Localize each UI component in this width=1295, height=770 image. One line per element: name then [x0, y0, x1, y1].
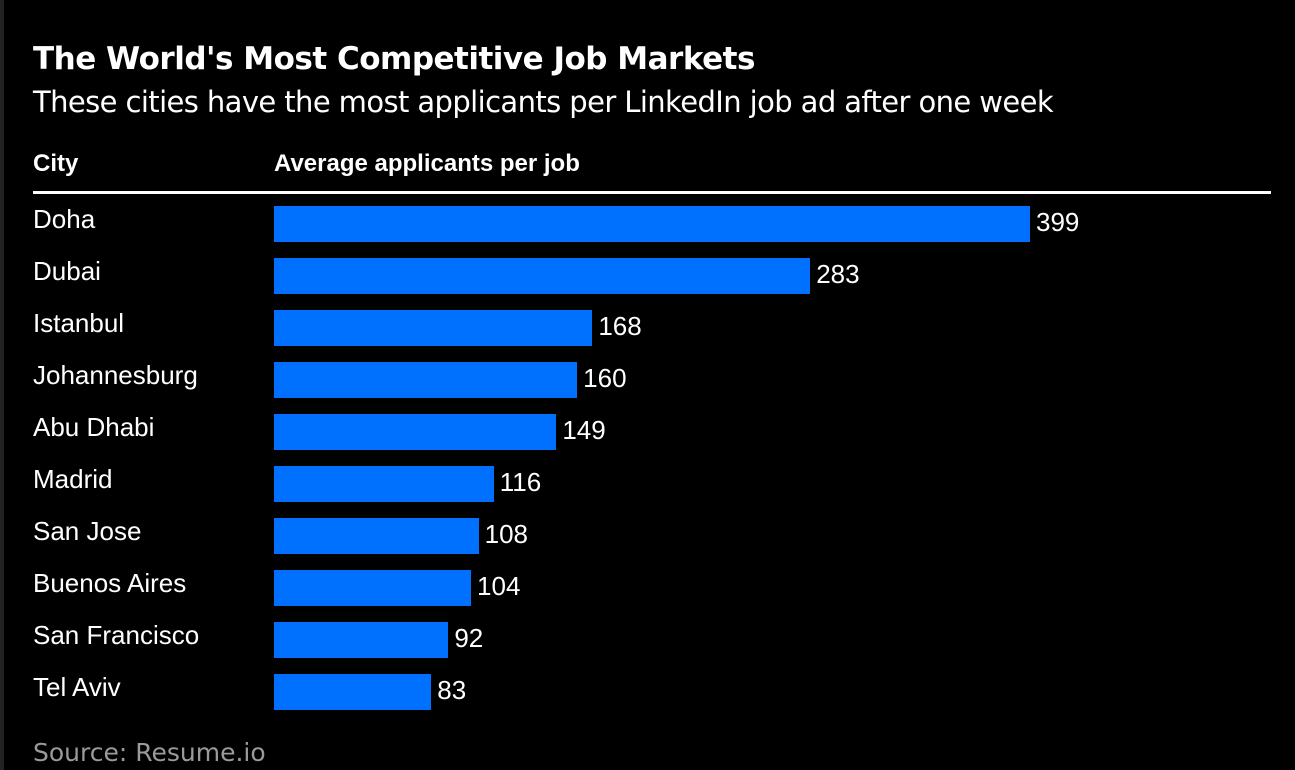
city-label: Johannesburg — [33, 360, 198, 390]
city-label: San Jose — [33, 516, 142, 546]
city-label: Abu Dhabi — [33, 412, 155, 442]
bar — [274, 570, 472, 606]
data-label: 116 — [499, 467, 542, 497]
chart-subtitle: These cities have the most applicants pe… — [33, 85, 1054, 119]
data-label: 160 — [583, 363, 627, 393]
data-label: 92 — [454, 623, 484, 653]
chart-title: The World's Most Competitive Job Markets — [33, 41, 755, 77]
bar — [274, 622, 449, 658]
city-label: San Francisco — [33, 620, 200, 650]
bar — [274, 258, 811, 294]
bar — [274, 674, 432, 710]
bar — [274, 310, 593, 346]
city-label: Doha — [33, 204, 96, 234]
source-note: Source: Resume.io — [33, 738, 266, 767]
city-label: Buenos Aires — [33, 568, 187, 598]
bar — [274, 414, 557, 450]
bar — [274, 518, 479, 554]
bar — [274, 362, 578, 398]
data-label: 108 — [484, 519, 529, 549]
city-label: Madrid — [33, 464, 113, 494]
data-label: 149 — [562, 415, 606, 445]
data-label: 283 — [816, 259, 860, 289]
left-edge — [0, 0, 4, 770]
bar — [274, 466, 494, 502]
data-label: 399 — [1036, 207, 1080, 237]
header-city: City — [33, 150, 79, 177]
data-label: 83 — [437, 675, 467, 705]
city-label: Dubai — [33, 256, 101, 286]
data-label: 104 — [477, 571, 521, 601]
header-rule — [33, 191, 1271, 194]
bar — [274, 206, 1030, 242]
city-label: Istanbul — [33, 308, 125, 338]
data-label: 168 — [598, 311, 642, 341]
city-label: Tel Aviv — [33, 672, 121, 702]
header-value: Average applicants per job — [274, 150, 580, 177]
